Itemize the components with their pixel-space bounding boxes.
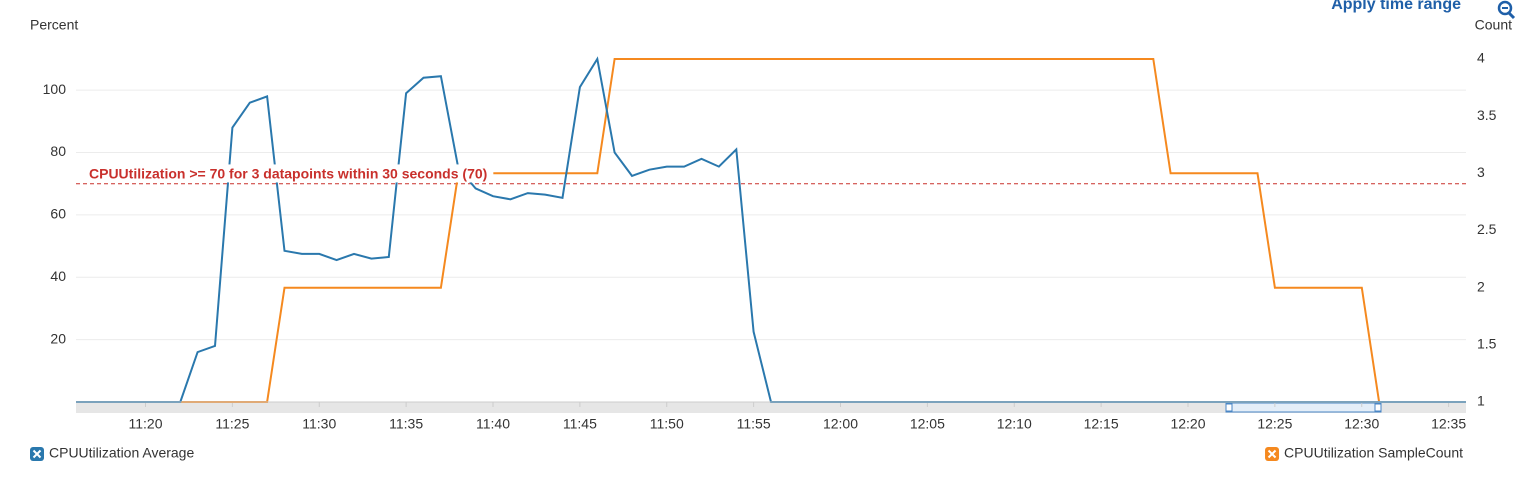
zoom-icon[interactable] bbox=[1497, 0, 1516, 20]
x-tick-label: 12:35 bbox=[1431, 416, 1466, 432]
legend-label: CPUUtilization Average bbox=[49, 445, 194, 461]
y-tick-label: 80 bbox=[50, 143, 66, 159]
x-tick-label: 12:25 bbox=[1257, 416, 1292, 432]
x-tick-label: 11:25 bbox=[215, 416, 249, 432]
threshold-label-bg bbox=[85, 164, 494, 183]
y2-tick-label: 2 bbox=[1477, 278, 1485, 294]
legend-item[interactable]: CPUUtilization Average bbox=[30, 445, 194, 461]
legend-item[interactable]: CPUUtilization SampleCount bbox=[1265, 445, 1463, 461]
navigator-handle[interactable] bbox=[1225, 403, 1233, 412]
y-tick-label: 40 bbox=[50, 268, 66, 284]
x-tick-label: 12:30 bbox=[1344, 416, 1379, 432]
x-tick-label: 11:50 bbox=[650, 416, 684, 432]
navigator bbox=[76, 402, 1466, 413]
y2-tick-label: 4 bbox=[1477, 50, 1485, 66]
plot bbox=[76, 56, 1466, 403]
x-tick-label: 12:10 bbox=[997, 416, 1032, 432]
x-tick-label: 12:05 bbox=[910, 416, 945, 432]
navigator-handle[interactable] bbox=[1374, 403, 1382, 412]
navigator-selection[interactable] bbox=[1225, 402, 1382, 413]
x-tick-label: 11:40 bbox=[476, 416, 510, 432]
y-tick-label: 60 bbox=[50, 206, 66, 222]
x-tick-label: 12:20 bbox=[1170, 416, 1205, 432]
y2-tick-label: 3.5 bbox=[1477, 107, 1497, 123]
x-tick-label: 11:20 bbox=[129, 416, 163, 432]
y2-axis-title: Count bbox=[1475, 17, 1512, 33]
y2-tick-label: 1 bbox=[1477, 393, 1485, 409]
threshold-label: CPUUtilization >= 70 for 3 datapoints wi… bbox=[89, 165, 487, 181]
y2-tick-label: 1.5 bbox=[1477, 336, 1497, 352]
x-tick-label: 11:55 bbox=[737, 416, 771, 432]
x-tick-label: 11:35 bbox=[389, 416, 423, 432]
x-tick-label: 11:30 bbox=[302, 416, 336, 432]
x-tick-label: 12:15 bbox=[1084, 416, 1119, 432]
y-tick-label: 20 bbox=[50, 330, 66, 346]
y2-tick-label: 2.5 bbox=[1477, 221, 1497, 237]
x-tick-label: 12:00 bbox=[823, 416, 858, 432]
series-line bbox=[76, 56, 1466, 403]
legend-cross bbox=[1267, 449, 1277, 459]
y2-tick-label: 3 bbox=[1477, 164, 1485, 180]
y-tick-label: 100 bbox=[43, 81, 67, 97]
apply-time-range[interactable]: Apply time range bbox=[1331, 0, 1461, 13]
series-line bbox=[76, 58, 1466, 403]
legend-cross bbox=[32, 449, 42, 459]
legend-label: CPUUtilization SampleCount bbox=[1284, 445, 1463, 461]
x-tick-label: 11:45 bbox=[563, 416, 597, 432]
y-axis-title: Percent bbox=[30, 17, 78, 33]
